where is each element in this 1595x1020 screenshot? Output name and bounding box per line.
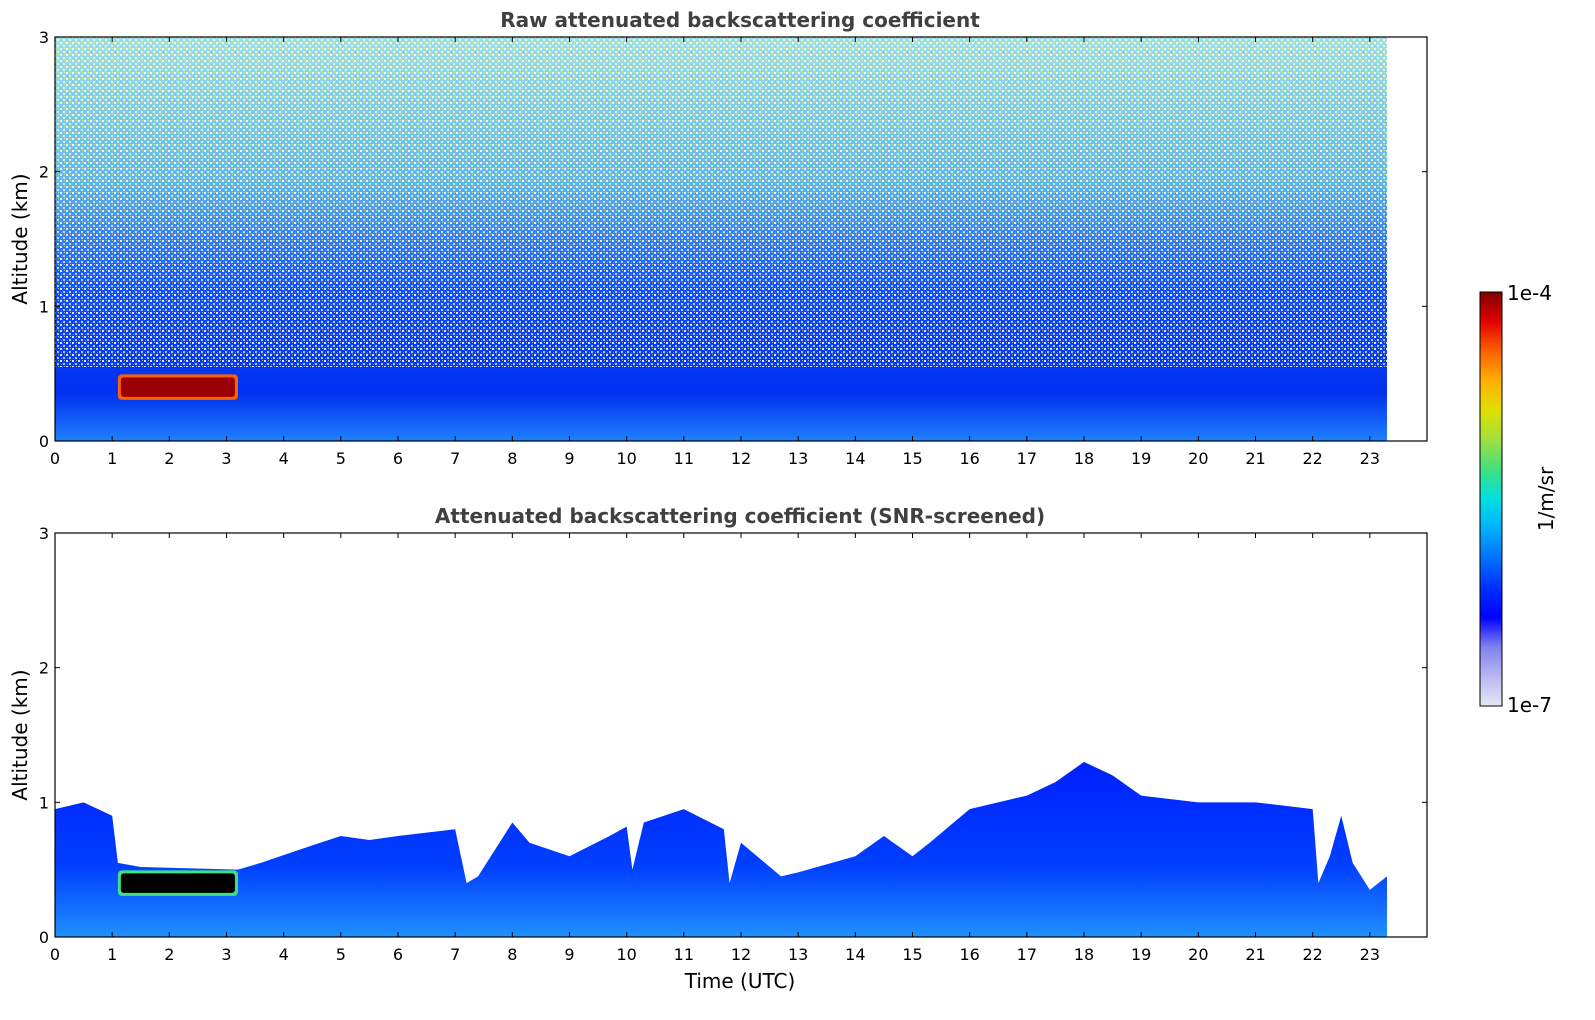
colorbar-gradient — [1479, 291, 1503, 707]
x-tick-label: 13 — [788, 449, 808, 468]
x-tick-label: 23 — [1360, 449, 1380, 468]
heatmap-screened — [55, 761, 1387, 937]
x-tick-label: 5 — [336, 945, 346, 964]
colorbar-min-label: 1e-7 — [1507, 693, 1552, 717]
raw-speckle — [55, 37, 1387, 367]
x-tick-label: 3 — [221, 449, 231, 468]
x-tick-label: 7 — [450, 945, 460, 964]
y-tick-label: 1 — [39, 793, 49, 812]
y-ticks-raw: 0 1 2 3 — [39, 28, 1427, 451]
y-ticks-screened: 0 1 2 3 — [39, 524, 1427, 947]
x-tick-label: 13 — [788, 945, 808, 964]
y-tick-label: 1 — [39, 297, 49, 316]
x-axis-label: Time (UTC) — [684, 969, 796, 993]
x-tick-label: 15 — [902, 449, 922, 468]
x-tick-label: 8 — [507, 449, 517, 468]
aerosol-layer — [120, 873, 235, 893]
x-tick-label: 6 — [393, 449, 403, 468]
aerosol-layer — [120, 377, 235, 397]
x-tick-label: 7 — [450, 449, 460, 468]
x-tick-label: 10 — [616, 945, 636, 964]
x-tick-label: 6 — [393, 945, 403, 964]
x-tick-label: 22 — [1302, 449, 1322, 468]
x-tick-label: 4 — [279, 945, 289, 964]
y-tick-label: 3 — [39, 524, 49, 543]
x-tick-label: 0 — [50, 449, 60, 468]
screened-layer — [55, 761, 1387, 937]
x-tick-label: 11 — [674, 449, 694, 468]
x-tick-label: 22 — [1302, 945, 1322, 964]
y-tick-label: 0 — [39, 432, 49, 451]
chart-title-screened: Attenuated backscattering coefficient (S… — [435, 504, 1045, 528]
chart-title-raw: Raw attenuated backscattering coefficien… — [500, 8, 980, 32]
x-tick-label: 12 — [731, 449, 751, 468]
x-tick-label: 9 — [564, 449, 574, 468]
x-tick-label: 12 — [731, 945, 751, 964]
x-tick-label: 2 — [164, 945, 174, 964]
x-tick-label: 5 — [336, 449, 346, 468]
x-tick-label: 9 — [564, 945, 574, 964]
colorbar-max-label: 1e-4 — [1507, 281, 1552, 305]
panel-raw: Raw attenuated backscattering coefficien… — [8, 8, 1428, 468]
x-tick-label: 11 — [674, 945, 694, 964]
x-tick-label: 1 — [107, 449, 117, 468]
x-tick-label: 17 — [1017, 945, 1037, 964]
x-tick-label: 19 — [1131, 945, 1151, 964]
y-tick-label: 2 — [39, 163, 49, 182]
x-tick-label: 8 — [507, 945, 517, 964]
x-tick-label: 1 — [107, 945, 117, 964]
colorbar-unit-label: 1/m/sr — [1534, 466, 1558, 531]
x-tick-label: 20 — [1188, 449, 1208, 468]
x-tick-label: 18 — [1074, 945, 1094, 964]
y-tick-label: 2 — [39, 659, 49, 678]
x-ticks-screened: 0 1 2 3 4 5 6 7 8 9 10 11 12 13 14 15 16 17 18 19 20 21 22 23 — [50, 533, 1380, 964]
x-tick-label: 3 — [221, 945, 231, 964]
x-tick-label: 15 — [902, 945, 922, 964]
y-tick-label: 0 — [39, 928, 49, 947]
x-tick-label: 19 — [1131, 449, 1151, 468]
y-axis-label-screened: Altitude (km) — [8, 669, 32, 800]
y-axis-label-raw: Altitude (km) — [8, 173, 32, 304]
x-tick-label: 14 — [845, 945, 865, 964]
x-tick-label: 17 — [1017, 449, 1037, 468]
x-tick-label: 20 — [1188, 945, 1208, 964]
panel-screened: Attenuated backscattering coefficient (S… — [8, 504, 1428, 993]
x-tick-label: 16 — [959, 945, 979, 964]
x-tick-label: 16 — [959, 449, 979, 468]
colorbar: 1e-4 1e-7 1/m/sr — [1479, 281, 1558, 717]
x-tick-label: 18 — [1074, 449, 1094, 468]
x-tick-label: 0 — [50, 945, 60, 964]
heatmap-raw — [55, 37, 1387, 441]
x-tick-label: 21 — [1245, 945, 1265, 964]
x-tick-label: 2 — [164, 449, 174, 468]
x-tick-label: 21 — [1245, 449, 1265, 468]
y-tick-label: 3 — [39, 28, 49, 47]
x-tick-label: 23 — [1360, 945, 1380, 964]
x-tick-label: 10 — [616, 449, 636, 468]
x-tick-label: 14 — [845, 449, 865, 468]
x-tick-label: 4 — [279, 449, 289, 468]
x-ticks-raw: 0 1 2 3 4 5 6 7 8 9 10 11 12 13 14 15 16 17 18 19 20 21 22 23 — [50, 37, 1380, 468]
